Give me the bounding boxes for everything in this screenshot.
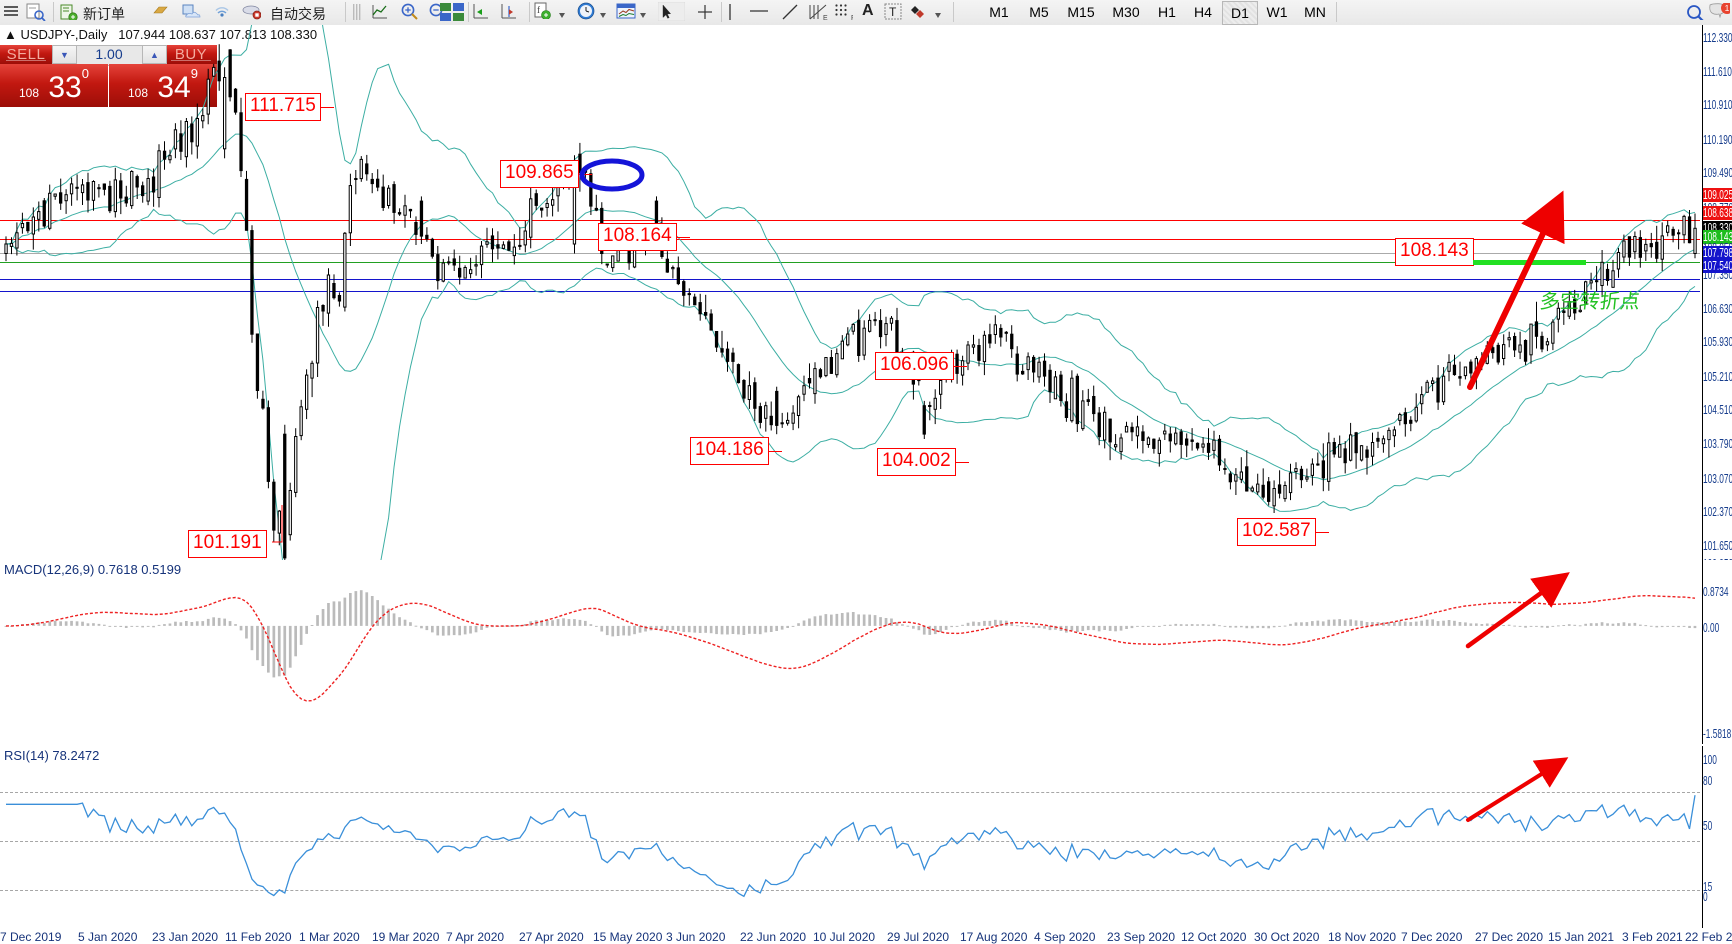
svg-text:T: T xyxy=(889,5,897,19)
svg-text:F: F xyxy=(851,15,853,20)
svg-text:1: 1 xyxy=(1725,3,1730,13)
svg-text:E: E xyxy=(823,15,828,21)
svg-text:f: f xyxy=(537,5,540,15)
